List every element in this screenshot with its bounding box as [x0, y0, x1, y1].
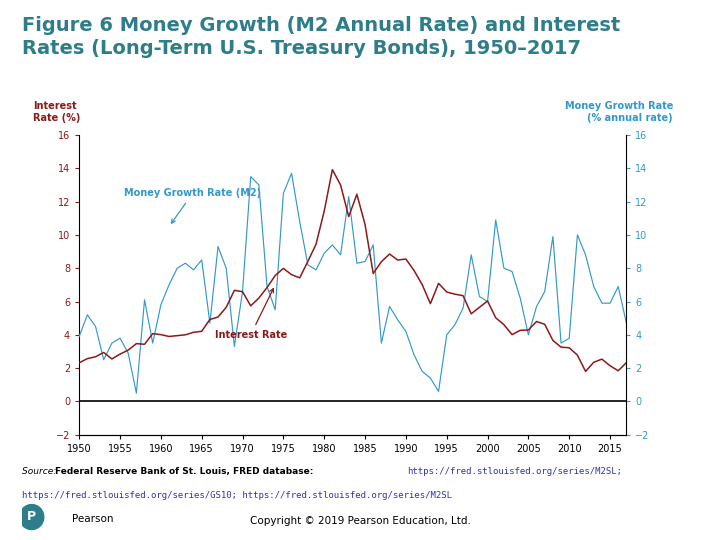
Text: Figure 6 Money Growth (M2 Annual Rate) and Interest
Rates (Long-Term U.S. Treasu: Figure 6 Money Growth (M2 Annual Rate) a… [22, 16, 620, 58]
Text: Interest Rate: Interest Rate [215, 288, 287, 340]
Text: Federal Reserve Bank of St. Louis, FRED database:: Federal Reserve Bank of St. Louis, FRED … [55, 467, 317, 476]
Text: https://fred.stlouisfed.org/series/M2SL;: https://fred.stlouisfed.org/series/M2SL; [407, 467, 622, 476]
Text: Interest
Rate (%): Interest Rate (%) [32, 102, 80, 123]
Text: https://fred.stlouisfed.org/series/GS10; https://fred.stlouisfed.org/series/M2SL: https://fred.stlouisfed.org/series/GS10;… [22, 491, 451, 501]
Text: P: P [27, 510, 36, 523]
Text: Money Growth Rate (M2): Money Growth Rate (M2) [124, 188, 261, 223]
Text: Source:: Source: [22, 467, 59, 476]
Circle shape [19, 504, 44, 530]
Text: Copyright © 2019 Pearson Education, Ltd.: Copyright © 2019 Pearson Education, Ltd. [250, 516, 470, 526]
Text: Money Growth Rate
(% annual rate): Money Growth Rate (% annual rate) [564, 102, 673, 123]
Text: Pearson: Pearson [72, 515, 114, 524]
